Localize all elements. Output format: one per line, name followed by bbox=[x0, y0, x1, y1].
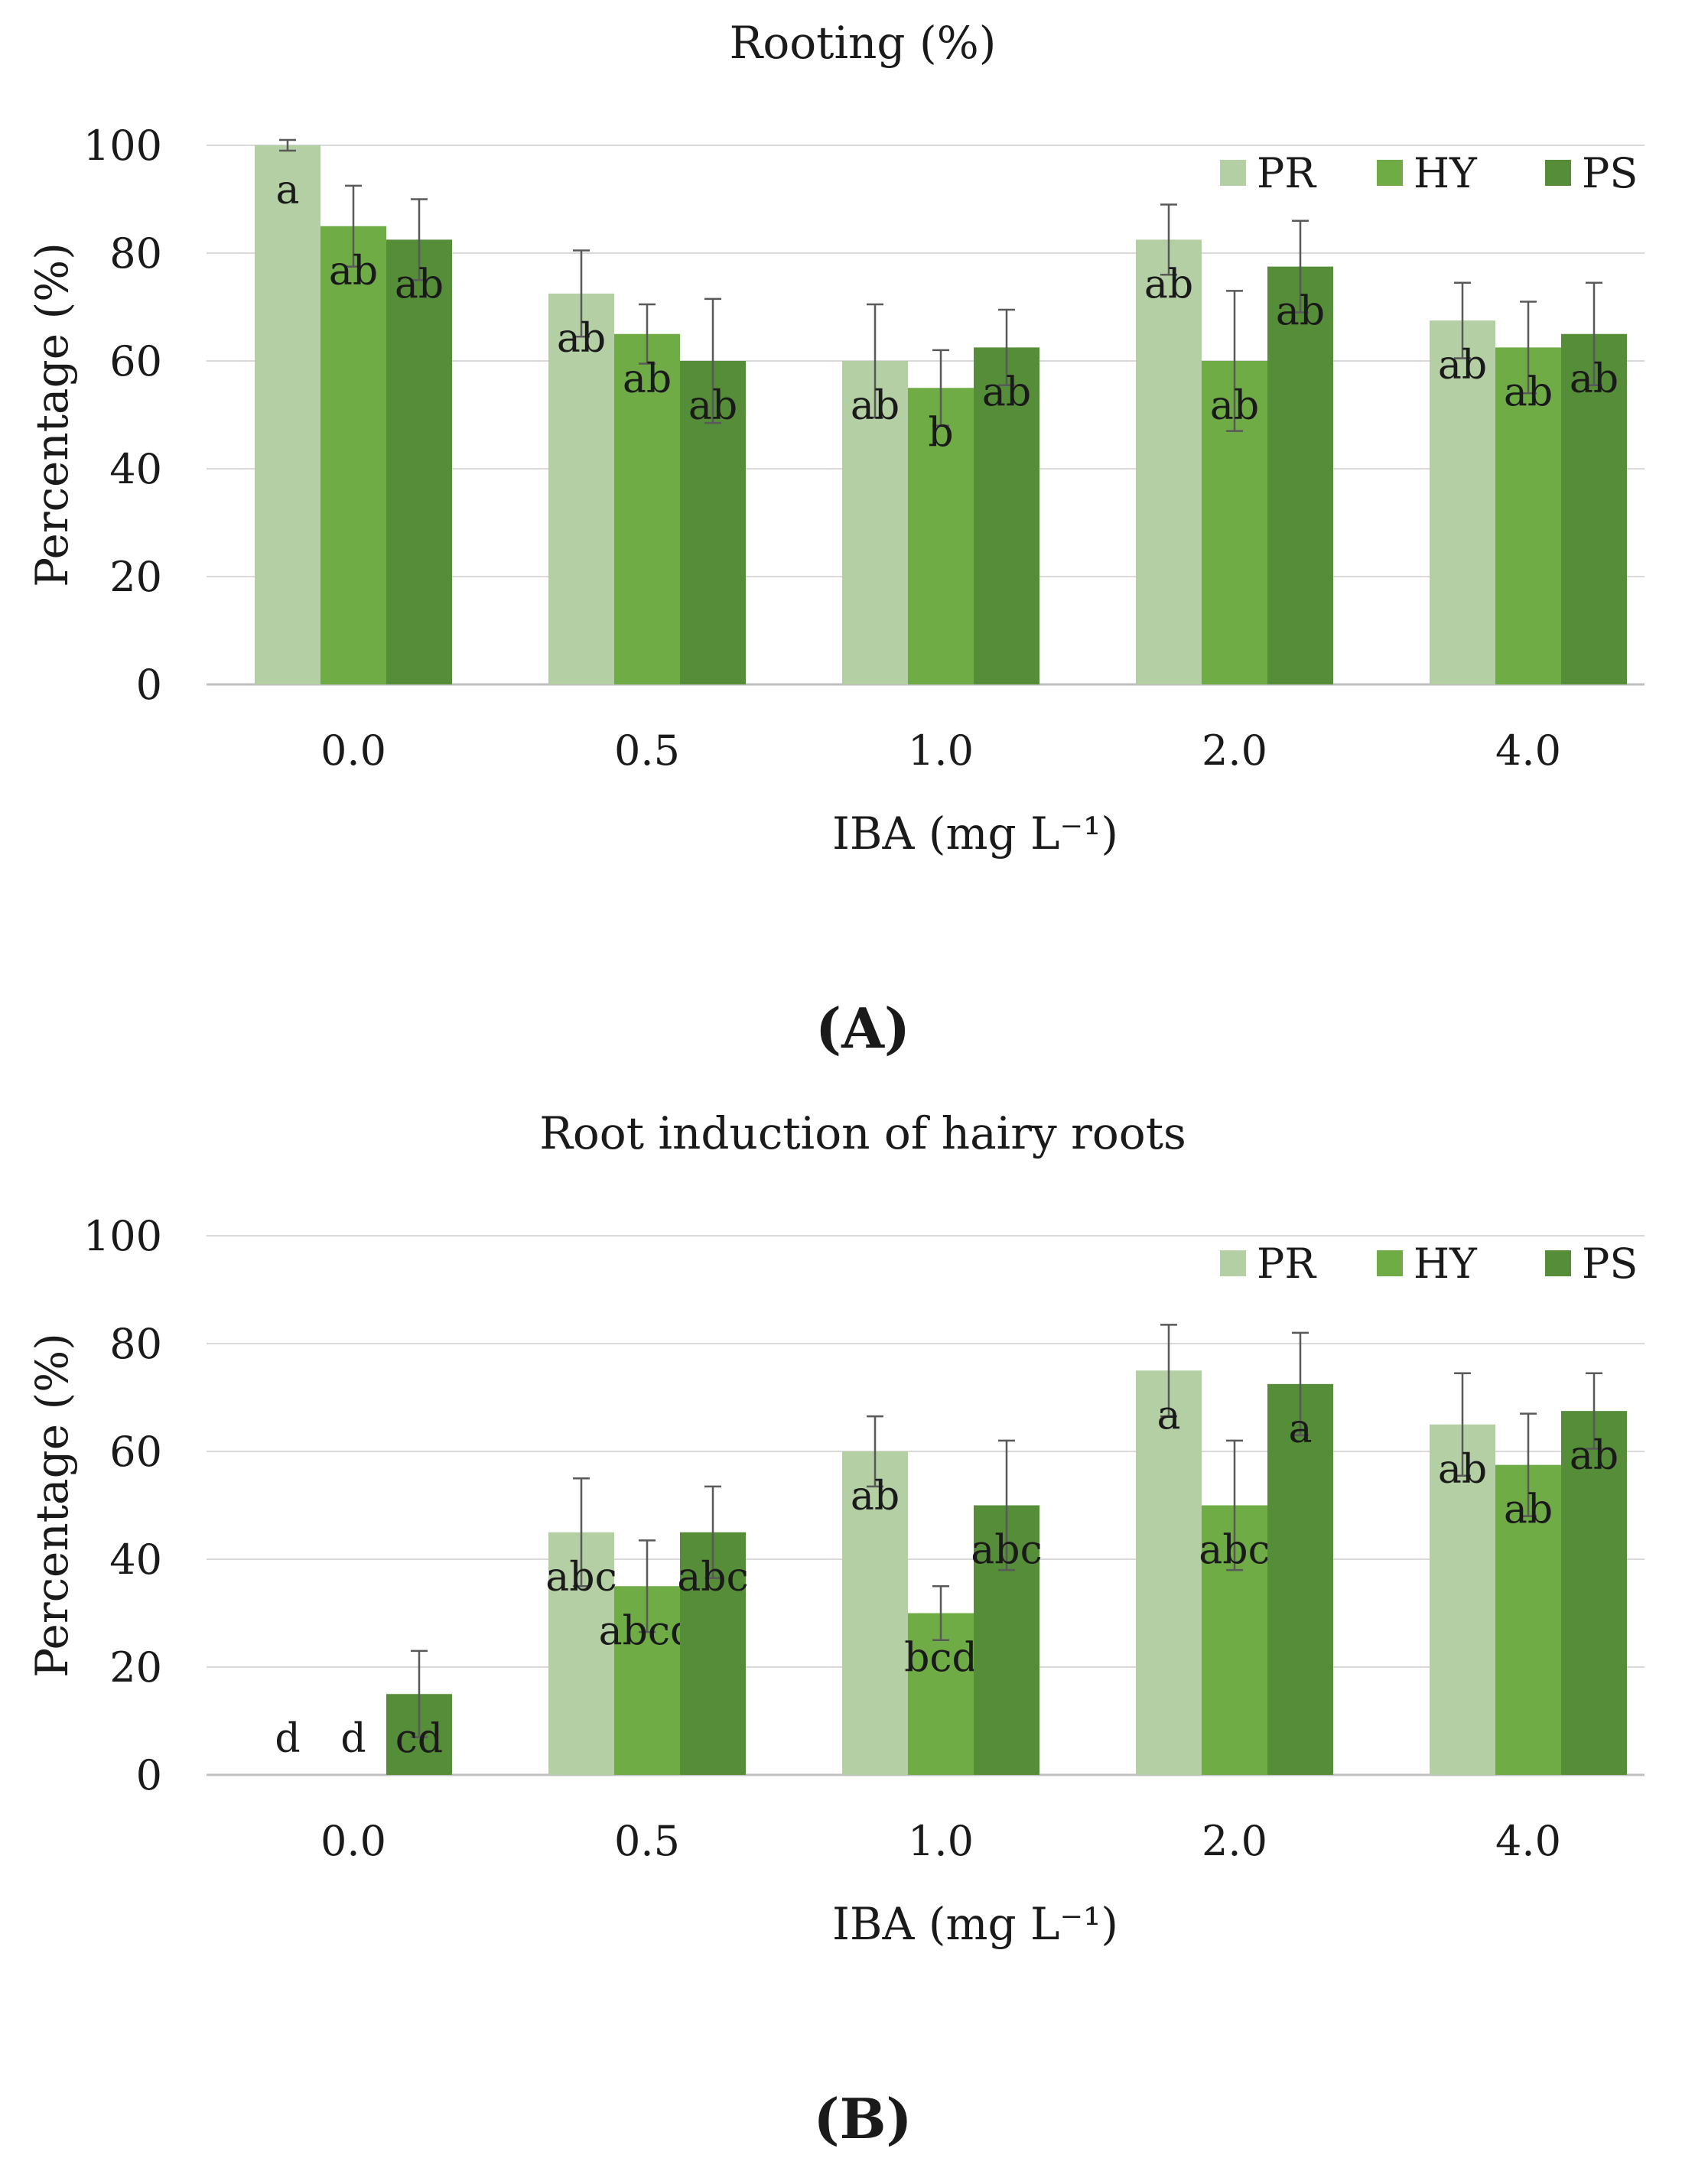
significance-letter: ab bbox=[1504, 369, 1553, 415]
panel-label: (A) bbox=[815, 996, 910, 1061]
x-tick-label: 1.0 bbox=[908, 726, 974, 775]
significance-letter: ab bbox=[1210, 383, 1259, 429]
y-tick-label: 20 bbox=[109, 553, 162, 601]
significance-letter: ab bbox=[329, 249, 378, 294]
significance-letter: abc bbox=[971, 1528, 1042, 1574]
bar-pr bbox=[1430, 1424, 1495, 1775]
significance-letter: ab bbox=[1570, 356, 1619, 402]
y-tick-label: 60 bbox=[109, 337, 162, 385]
bar-ps bbox=[974, 347, 1039, 684]
x-tick-label: 0.5 bbox=[614, 1817, 680, 1865]
y-tick-label: 100 bbox=[83, 122, 162, 170]
legend-swatch-pr bbox=[1220, 160, 1246, 186]
significance-letter: cd bbox=[395, 1716, 443, 1762]
bar-hy bbox=[1495, 347, 1561, 684]
bar-pr bbox=[255, 145, 320, 684]
x-tick-label: 1.0 bbox=[908, 1817, 974, 1865]
y-tick-label: 0 bbox=[136, 661, 162, 709]
chart-panel-b: Root induction of hairy roots 0 20 40 60 80 10… bbox=[0, 1090, 1708, 2181]
y-tick-label: 40 bbox=[109, 445, 162, 493]
hairy-root-chart: Root induction of hairy roots 0 20 40 60 80 10… bbox=[26, 1107, 1645, 2151]
y-tick-label: 80 bbox=[109, 229, 162, 278]
chart-title: Rooting (%) bbox=[730, 17, 997, 69]
significance-letter: a bbox=[275, 167, 299, 213]
y-axis-label: Percentage (%) bbox=[26, 1333, 78, 1678]
x-axis-label: IBA (mg L⁻¹) bbox=[832, 808, 1118, 860]
legend-label-ps: PS bbox=[1582, 149, 1638, 197]
legend-label-pr: PR bbox=[1257, 1240, 1316, 1288]
legend-label-ps: PS bbox=[1582, 1240, 1638, 1288]
bar-pr bbox=[548, 293, 614, 684]
bar-hy bbox=[320, 226, 386, 684]
significance-letter: abc bbox=[1199, 1528, 1270, 1574]
chart-panel-a: Rooting (%) 0 20 40 60 80 100 Percentage (%) 0.0… bbox=[0, 0, 1708, 1090]
x-tick-label: 4.0 bbox=[1495, 726, 1561, 775]
significance-letter: ab bbox=[851, 383, 900, 429]
significance-letter: a bbox=[1288, 1406, 1312, 1452]
bar-pr bbox=[842, 1451, 908, 1775]
bar-ps bbox=[1267, 266, 1333, 684]
bar-ps bbox=[386, 239, 452, 684]
y-tick-label: 0 bbox=[136, 1751, 162, 1799]
y-axis-label: Percentage (%) bbox=[26, 242, 78, 587]
legend-swatch-hy bbox=[1377, 160, 1403, 186]
significance-letter: bcd bbox=[904, 1636, 978, 1682]
rooting-chart: Rooting (%) 0 20 40 60 80 100 Percentage (%) 0.0… bbox=[26, 17, 1645, 1061]
legend-swatch-ps bbox=[1545, 160, 1571, 186]
bar-pr bbox=[1430, 320, 1495, 684]
significance-letter: d bbox=[340, 1716, 366, 1762]
y-tick-label: 80 bbox=[109, 1320, 162, 1368]
significance-letter: abc bbox=[545, 1555, 617, 1601]
significance-letter: ab bbox=[557, 316, 606, 362]
significance-letter: a bbox=[1157, 1393, 1180, 1438]
significance-letter: ab bbox=[1570, 1433, 1619, 1479]
significance-letter: abcd bbox=[599, 1608, 696, 1654]
significance-letter: b bbox=[928, 410, 953, 456]
significance-letter: ab bbox=[1276, 289, 1325, 335]
significance-letter: ab bbox=[395, 262, 444, 307]
significance-letter: ab bbox=[982, 369, 1031, 415]
bar-hy bbox=[614, 333, 680, 684]
y-tick-label: 40 bbox=[109, 1536, 162, 1584]
significance-letter: ab bbox=[1438, 1447, 1487, 1493]
legend-swatch-pr bbox=[1220, 1250, 1246, 1276]
significance-letter: ab bbox=[1144, 262, 1193, 307]
x-tick-label: 2.0 bbox=[1202, 726, 1267, 775]
panel-label: (B) bbox=[814, 2086, 913, 2151]
significance-letter: ab bbox=[623, 356, 672, 402]
legend-swatch-hy bbox=[1377, 1250, 1403, 1276]
bar-ps bbox=[1267, 1383, 1333, 1775]
bar-ps bbox=[1561, 1411, 1627, 1775]
bar-pr bbox=[1136, 239, 1202, 684]
bar-hy bbox=[908, 388, 974, 684]
x-tick-label: 0.0 bbox=[320, 1817, 386, 1865]
x-tick-label: 2.0 bbox=[1202, 1817, 1267, 1865]
significance-letter: d bbox=[275, 1716, 300, 1762]
y-tick-label: 20 bbox=[109, 1643, 162, 1692]
x-axis-label: IBA (mg L⁻¹) bbox=[832, 1898, 1118, 1950]
legend-label-hy: HY bbox=[1414, 1240, 1478, 1288]
y-tick-label: 60 bbox=[109, 1428, 162, 1476]
significance-letter: ab bbox=[851, 1474, 900, 1519]
bar-pr bbox=[1136, 1370, 1202, 1775]
x-tick-label: 0.5 bbox=[614, 726, 680, 775]
significance-letter: ab bbox=[1438, 343, 1487, 388]
legend-label-hy: HY bbox=[1414, 149, 1478, 197]
chart-title: Root induction of hairy roots bbox=[539, 1107, 1186, 1159]
x-tick-label: 4.0 bbox=[1495, 1817, 1561, 1865]
significance-letter: ab bbox=[688, 383, 737, 429]
legend-label-pr: PR bbox=[1257, 149, 1316, 197]
significance-letter: abc bbox=[677, 1555, 748, 1601]
y-tick-label: 100 bbox=[83, 1212, 162, 1260]
x-tick-label: 0.0 bbox=[320, 726, 386, 775]
bar-ps bbox=[1561, 333, 1627, 684]
legend-swatch-ps bbox=[1545, 1250, 1571, 1276]
significance-letter: ab bbox=[1504, 1487, 1553, 1533]
